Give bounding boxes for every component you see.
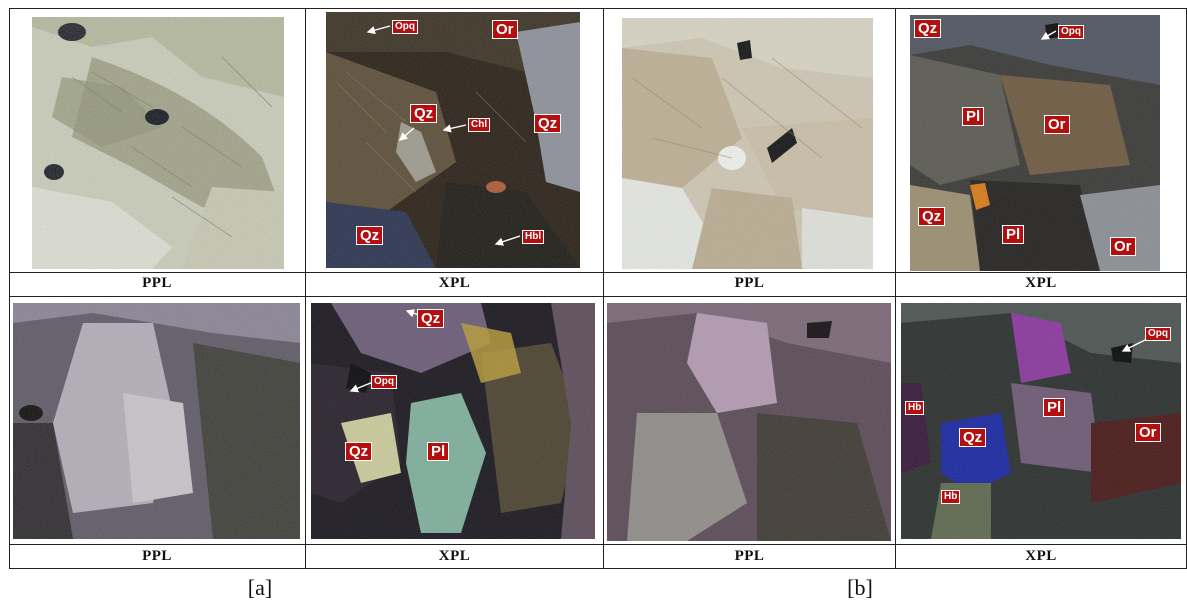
label-pl: Pl [962, 107, 985, 127]
label-qz: Qz [959, 428, 987, 448]
label-pl: Pl [1043, 398, 1066, 418]
label-opq: Opq [1058, 25, 1084, 39]
table-col2-line [603, 8, 604, 569]
table-mid-line [9, 296, 1187, 297]
label-hb: Hb [905, 401, 925, 415]
caption-a-top-xpl: XPL [438, 275, 471, 291]
label-qz: Qz [410, 104, 438, 124]
label-qz: Qz [534, 114, 562, 134]
label-or: Or [1044, 115, 1070, 135]
caption-b-top-xpl: XPL [1025, 275, 1057, 291]
table-top-line [9, 8, 1187, 9]
label-qz: Qz [356, 226, 384, 246]
label-pl: Pl [427, 442, 450, 462]
table-bottom-line [9, 568, 1187, 569]
table-row1-line [9, 272, 1187, 273]
label-opq: Opq [392, 20, 418, 34]
label-opq: Opq [371, 375, 397, 389]
photo-b-bottom-xpl: Opq Hb Pl Qz Or Hb [901, 303, 1181, 539]
group-label-a: [a] [247, 575, 273, 600]
photo-b-top-ppl [622, 18, 873, 269]
caption-a-bottom-xpl: XPL [438, 548, 471, 564]
label-or: Or [1110, 237, 1136, 257]
label-qz: Qz [345, 442, 373, 462]
caption-a-bottom-ppl: PPL [142, 548, 172, 564]
label-or: Or [1135, 423, 1161, 443]
label-hbl: Hbl [522, 230, 545, 244]
photo-b-top-xpl: Qz Opq Pl Or Qz Pl Or [910, 15, 1160, 271]
photo-b-bottom-ppl [607, 303, 891, 541]
label-qz: Qz [914, 19, 942, 39]
caption-b-bottom-xpl: XPL [1025, 548, 1057, 564]
label-chl: Chl [468, 118, 491, 132]
photo-a-bottom-ppl [13, 303, 300, 539]
caption-b-top-ppl: PPL [734, 275, 765, 291]
table-col1-line [305, 8, 306, 569]
group-label-b: [b] [847, 575, 873, 600]
label-qz: Qz [918, 207, 946, 227]
photo-a-top-xpl: Opq Or Qz Chl Qz Qz Hbl [326, 12, 580, 268]
caption-a-top-ppl: PPL [142, 275, 172, 291]
caption-b-bottom-ppl: PPL [734, 548, 765, 564]
label-hb: Hb [941, 490, 961, 504]
photo-a-bottom-xpl: Qz Opq Qz Pl [311, 303, 595, 539]
table-left-line [9, 8, 10, 569]
label-qz: Qz [417, 309, 445, 329]
table-row2-line [9, 544, 1187, 545]
label-or: Or [492, 20, 518, 40]
label-pl: Pl [1002, 225, 1025, 245]
label-opq: Opq [1145, 327, 1171, 341]
table-col3-line [895, 8, 896, 569]
photo-a-top-ppl [32, 17, 284, 269]
